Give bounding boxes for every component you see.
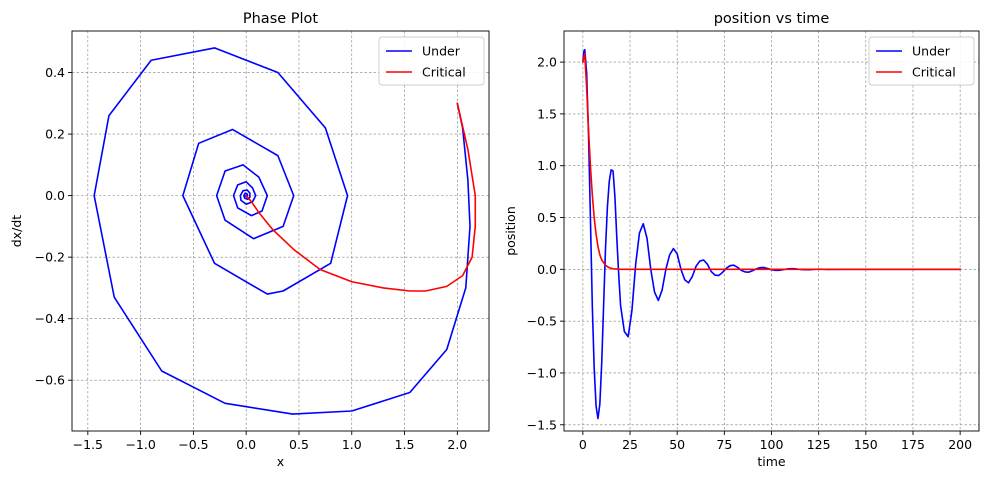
y-tick-label: 1.5 [537, 106, 557, 121]
y-tick-label: 0.0 [537, 262, 557, 277]
y-axis-label: dx/dt [9, 215, 24, 247]
x-tick-label: 125 [807, 437, 831, 452]
x-tick-label: 50 [669, 437, 685, 452]
x-tick-label: 0.0 [236, 437, 256, 452]
y-tick-label: 2.0 [537, 55, 557, 70]
y-tick-label: 0.2 [45, 127, 65, 142]
x-axis-label: x [277, 454, 284, 469]
legend-label-critical: Critical [912, 65, 956, 80]
y-tick-label: 0.5 [537, 210, 557, 225]
x-axis-label: time [757, 454, 786, 469]
series-line-critical [245, 102, 477, 292]
x-tick-label: 25 [622, 437, 638, 452]
legend-label-under: Under [912, 44, 951, 59]
x-tick-label: 0 [579, 437, 587, 452]
chart-title: Phase Plot [243, 11, 319, 27]
legend-box [378, 36, 485, 86]
x-tick-label: −1.0 [125, 437, 155, 452]
series-line-under [93, 47, 471, 415]
x-tick-label: 100 [760, 437, 784, 452]
x-tick-label: 1.0 [342, 437, 362, 452]
y-tick-label: 0.0 [45, 188, 65, 203]
y-axis-label: position [503, 206, 518, 256]
legend-label-under: Under [422, 44, 461, 59]
y-tick-label: −1.0 [527, 365, 557, 380]
chart-1: −1.5 −1.0 −0.5 0.0 0.5 1.0 1.5 2.0 −0.6 −0.4 −0.2 0… [9, 11, 490, 469]
chart-title: position vs time [714, 11, 830, 27]
legend-box [868, 36, 975, 86]
series-line-critical [582, 53, 961, 271]
x-tick-label: 150 [854, 437, 878, 452]
y-tick-label: −1.5 [527, 417, 557, 432]
x-tick-label: 75 [716, 437, 732, 452]
plot-area [72, 31, 489, 431]
y-tick-label: −0.5 [527, 314, 557, 329]
legend: Under Critical [378, 36, 485, 86]
x-tick-label: −1.5 [73, 437, 103, 452]
legend: Under Critical [868, 36, 975, 86]
y-tick-label: 0.4 [45, 65, 65, 80]
x-tick-label: 200 [948, 437, 972, 452]
chart-2: 0 25 50 75 100 125 150 175 200 −1.5 −1.0 −0.5 0.0 0.5… [503, 11, 980, 469]
x-tick-label: 2.0 [447, 437, 467, 452]
y-tick-label: −0.4 [35, 311, 65, 326]
y-tick-label: −0.6 [35, 373, 65, 388]
y-tick-label: −0.2 [35, 250, 65, 265]
x-tick-label: 175 [901, 437, 925, 452]
axes-frame [71, 30, 490, 432]
series-line-under [582, 48, 961, 420]
x-tick-label: 1.5 [395, 437, 415, 452]
legend-label-critical: Critical [422, 65, 466, 80]
x-tick-label: 0.5 [289, 437, 309, 452]
y-tick-label: 1.0 [537, 158, 557, 173]
x-tick-label: −0.5 [178, 437, 208, 452]
